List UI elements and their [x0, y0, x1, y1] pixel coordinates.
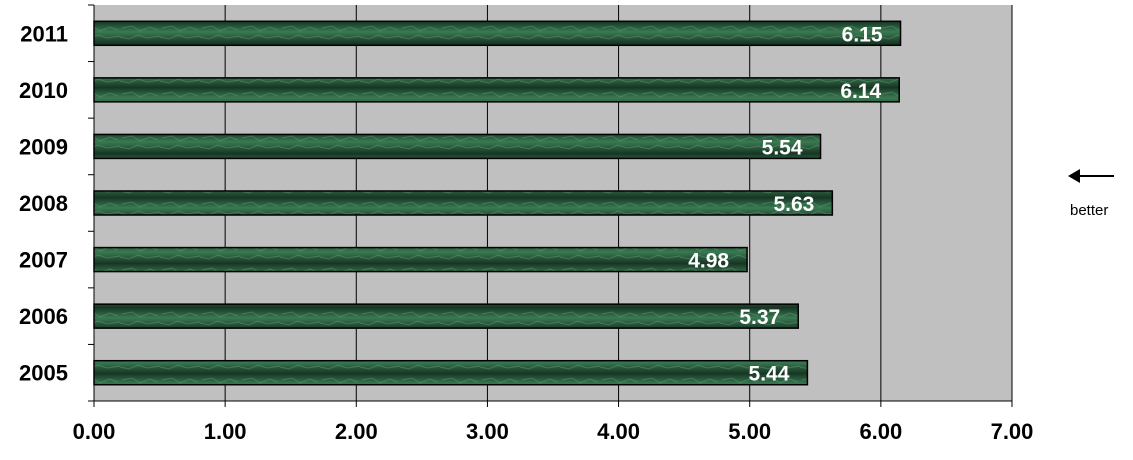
bar [93, 133, 822, 160]
x-tick-label: 7.00 [991, 419, 1034, 444]
x-tick-label: 5.00 [728, 419, 771, 444]
x-tick-label: 1.00 [204, 419, 247, 444]
left-arrow-icon [1068, 169, 1114, 183]
x-tick-label: 4.00 [597, 419, 640, 444]
y-category-label: 2008 [19, 191, 68, 216]
y-category-label: 2011 [20, 21, 68, 46]
better-annotation: better [1070, 202, 1109, 219]
bar-value-label: 6.15 [842, 23, 883, 46]
bar [93, 77, 900, 103]
bars [93, 20, 902, 386]
bar-value-label: 5.63 [773, 193, 814, 216]
y-category-label: 2009 [19, 134, 68, 159]
x-tick-label: 2.00 [335, 419, 378, 444]
x-tick-label: 0.00 [73, 419, 116, 444]
bar [93, 20, 902, 47]
bar-value-label: 5.54 [762, 136, 803, 159]
y-category-label: 2010 [19, 78, 68, 103]
x-tick-label: 6.00 [859, 419, 902, 444]
bar-value-label: 6.14 [840, 80, 881, 103]
axes [88, 4, 1013, 407]
bar [93, 190, 834, 216]
bar [93, 303, 799, 329]
bar-value-label: 5.37 [739, 306, 780, 329]
x-tick-label: 3.00 [466, 419, 509, 444]
bar-value-label: 5.44 [749, 363, 790, 386]
bar [93, 246, 748, 273]
y-category-label: 2007 [19, 248, 68, 273]
bar [93, 359, 809, 386]
bar-value-label: 4.98 [688, 250, 729, 273]
y-category-label: 2006 [19, 304, 68, 329]
y-category-label: 2005 [19, 361, 68, 386]
labels: 0.00 1.00 2.00 3.00 4.00 5.00 6.00 7.00 2011 6.15… [19, 21, 1033, 444]
